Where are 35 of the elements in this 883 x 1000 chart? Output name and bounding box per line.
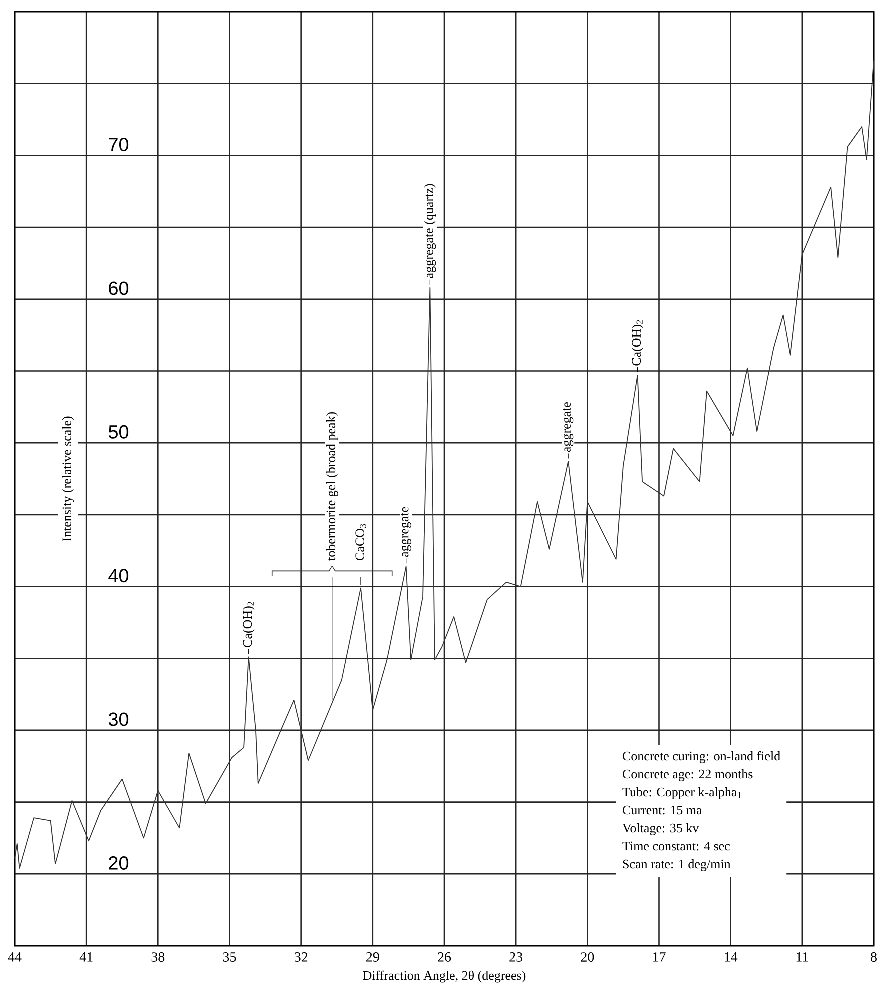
annotation: aggregate xyxy=(401,507,412,557)
annotation: Scan rate: 1 deg/min xyxy=(623,860,731,872)
x-tick-label: 11 xyxy=(796,952,808,962)
x-tick-label: 17 xyxy=(653,952,666,962)
x-tick-label: 44 xyxy=(8,952,22,962)
y-tick-label: 60 xyxy=(109,282,129,296)
y-tick-label: 30 xyxy=(108,712,129,726)
x-tick-label: 14 xyxy=(725,952,738,962)
annotation: aggregate (quartz) xyxy=(424,184,436,278)
x-tick-label: 35 xyxy=(223,952,236,962)
y-tick-label: 40 xyxy=(108,569,129,583)
annotation: Tube: Copper k-alpha$_{1}$ xyxy=(622,788,742,800)
x-axis-title: Diffraction Angle, 2θ (degrees) xyxy=(363,970,526,983)
x-tick-label: 26 xyxy=(438,952,452,962)
annotation: Current: 15 ma xyxy=(623,806,702,815)
annotation: Ca(OH)$_{2}$ xyxy=(632,320,644,366)
x-tick-label: 32 xyxy=(295,952,308,962)
y-tick-label: 70 xyxy=(109,138,129,152)
annotation: Ca(OH)$_{2}$ xyxy=(242,602,255,648)
annotation: Voltage: 35 kv xyxy=(622,824,700,836)
annotation: Time constant: 4 sec xyxy=(622,842,730,851)
annotation: tobermorite gel (broad peak) xyxy=(326,412,338,561)
x-tick-label: 23 xyxy=(510,952,523,962)
annotation: aggregate xyxy=(564,402,574,452)
x-tick-label: 29 xyxy=(366,952,380,962)
y-axis-title: Intensity (relative scale) xyxy=(62,416,74,542)
x-tick-label: 41 xyxy=(80,952,93,962)
x-tick-label: 20 xyxy=(581,952,594,962)
annotation: CaCO$_{3}$ xyxy=(356,524,366,560)
y-tick-label: 50 xyxy=(108,425,129,439)
annotation: Concrete curing: on-land field xyxy=(623,751,780,764)
x-tick-label: 38 xyxy=(152,952,165,962)
y-tick-label: 20 xyxy=(109,856,129,870)
annotation: Concrete age: 22 months xyxy=(623,770,753,782)
x-tick-label: 8 xyxy=(871,952,877,962)
